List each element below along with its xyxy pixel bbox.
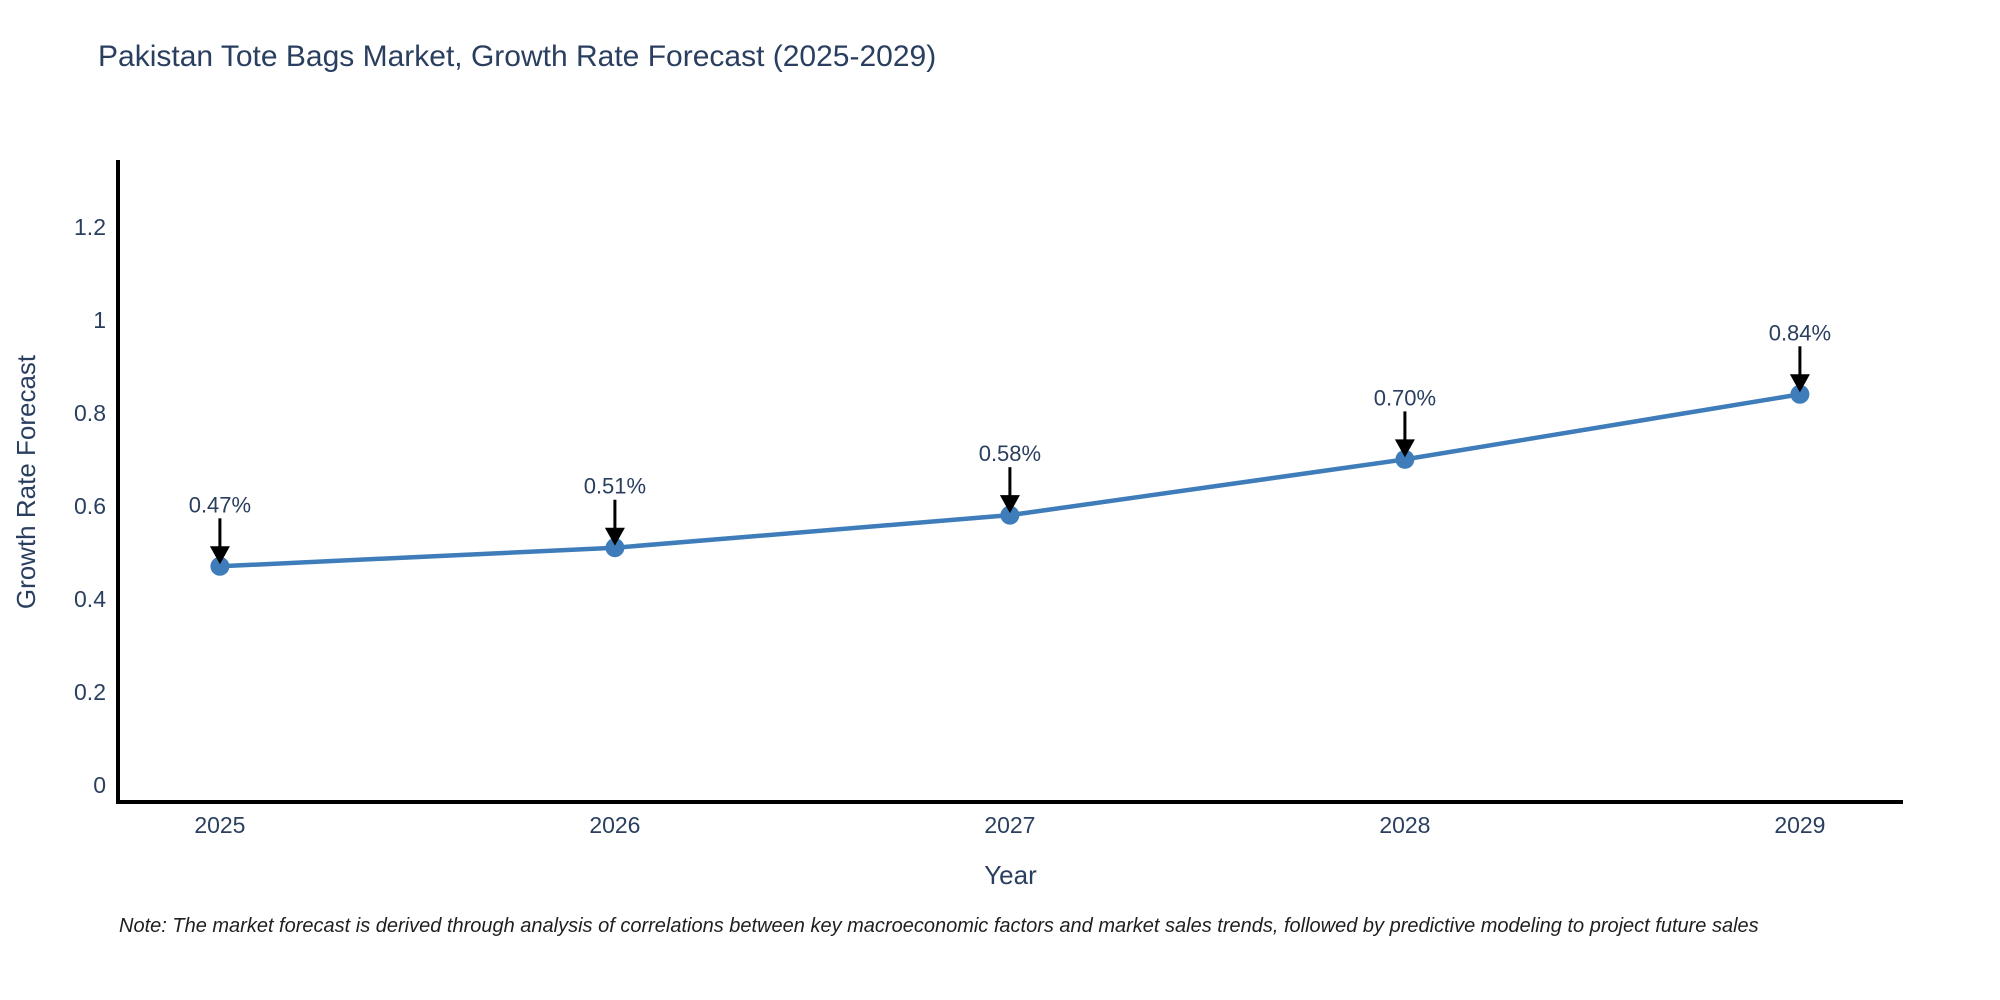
x-tick-label: 2025 xyxy=(194,812,245,838)
chart-title: Pakistan Tote Bags Market, Growth Rate F… xyxy=(98,40,937,73)
y-tick-label: 0.6 xyxy=(74,493,106,519)
y-tick-label: 0.4 xyxy=(74,586,106,612)
annotation-arrowhead-icon xyxy=(1789,374,1810,393)
y-tick-label: 1 xyxy=(93,307,106,333)
point-annotation-label: 0.84% xyxy=(1769,320,1831,345)
y-axis-title: Growth Rate Forecast xyxy=(11,354,41,610)
point-annotation-label: 0.58% xyxy=(979,441,1041,466)
point-annotation-label: 0.70% xyxy=(1374,385,1436,410)
annotation-arrowhead-icon xyxy=(604,527,625,546)
data-point-marker xyxy=(1395,449,1415,469)
x-tick-label: 2028 xyxy=(1379,812,1430,838)
x-axis-title: Year xyxy=(984,860,1037,890)
footnote: Note: The market forecast is derived thr… xyxy=(119,915,1759,937)
data-point-marker xyxy=(1000,505,1020,525)
point-annotation-label: 0.47% xyxy=(189,492,251,517)
y-tick-label: 1.2 xyxy=(74,214,106,240)
x-tick-label: 2026 xyxy=(589,812,640,838)
data-point-marker xyxy=(605,538,625,558)
y-tick-label: 0.8 xyxy=(74,400,106,426)
x-tick-label: 2027 xyxy=(984,812,1035,838)
x-tick-label: 2029 xyxy=(1774,812,1825,838)
point-annotation-label: 0.51% xyxy=(584,474,646,499)
data-point-marker xyxy=(210,556,230,576)
annotation-arrowhead-icon xyxy=(999,495,1020,514)
y-tick-label: 0 xyxy=(93,772,106,798)
data-point-marker xyxy=(1790,384,1810,404)
annotation-arrowhead-icon xyxy=(209,546,230,565)
annotation-arrowhead-icon xyxy=(1394,439,1415,458)
y-tick-label: 0.2 xyxy=(74,679,106,705)
